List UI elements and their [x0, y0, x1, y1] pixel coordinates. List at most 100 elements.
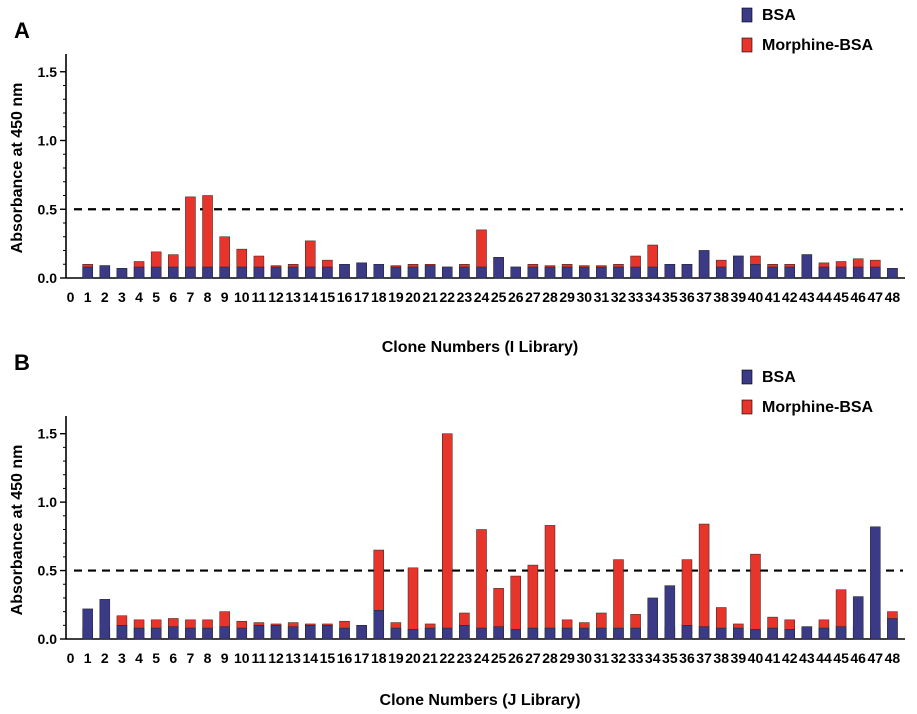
x-tick-label: 23 — [457, 289, 473, 305]
bar-morphine-bsa — [185, 196, 196, 279]
bar-bsa — [870, 266, 881, 279]
x-tick-label: 43 — [799, 289, 815, 305]
bar-bsa — [390, 627, 402, 640]
x-tick-label: 39 — [731, 289, 747, 305]
bar-bsa — [733, 627, 744, 640]
legend-swatch-bsa — [741, 7, 753, 23]
bar-bsa — [596, 627, 607, 640]
x-tick-label: 40 — [748, 650, 764, 666]
bar-bsa — [544, 266, 556, 279]
legend-swatch-morphine — [741, 37, 753, 53]
x-tick-label: 1 — [84, 650, 92, 666]
x-axis-label: Clone Numbers (I Library) — [382, 339, 578, 356]
y-tick-label: 0.0 — [38, 631, 58, 647]
y-tick-label: 1.0 — [38, 494, 58, 510]
x-tick-label: 29 — [559, 650, 575, 666]
x-tick-label: 45 — [833, 289, 849, 305]
bar-bsa — [596, 266, 607, 279]
x-tick-label: 8 — [204, 650, 212, 666]
y-tick-label: 1.5 — [38, 426, 58, 442]
bar-bsa — [715, 266, 727, 279]
x-tick-label: 34 — [645, 289, 661, 305]
y-tick-label: 0.5 — [38, 201, 58, 217]
x-tick-label: 2 — [101, 289, 109, 305]
legend-label-morphine: Morphine-BSA — [762, 37, 874, 54]
bar-morphine-bsa — [476, 529, 487, 640]
bar-morphine-bsa — [407, 567, 419, 640]
x-tick-label: 33 — [628, 289, 644, 305]
bar-bsa — [99, 265, 111, 279]
bar-bsa — [476, 266, 487, 279]
bar-bsa — [493, 257, 504, 279]
bar-bsa — [510, 266, 521, 279]
x-tick-label: 38 — [713, 650, 729, 666]
bar-bsa — [253, 266, 265, 279]
x-tick-label: 30 — [576, 289, 592, 305]
x-tick-label: 9 — [221, 650, 229, 666]
bar-bsa — [510, 629, 521, 640]
x-tick-label: 33 — [628, 650, 644, 666]
bar-bsa — [818, 627, 830, 640]
y-axis-label: Absorbance at 450 nm — [9, 445, 26, 616]
bar-bsa — [613, 627, 624, 640]
x-tick-label: 34 — [645, 650, 661, 666]
x-tick-label: 31 — [594, 650, 610, 666]
bar-bsa — [116, 268, 128, 279]
x-tick-label: 7 — [187, 289, 195, 305]
bar-bsa — [168, 626, 179, 640]
bar-bsa — [424, 627, 436, 640]
x-tick-label: 25 — [491, 650, 507, 666]
bar-bsa — [270, 266, 282, 279]
chart-panel-a: A BSA Morphine-BSA 0.0 0.5 1.0 1.5 Absorbance a… — [9, 7, 905, 356]
x-tick-label: 13 — [285, 650, 301, 666]
x-tick-label: 36 — [679, 289, 695, 305]
x-tick-label: 0 — [67, 289, 75, 305]
x-tick-label: 7 — [187, 650, 195, 666]
bar-bsa — [664, 264, 676, 279]
bar-bsa — [442, 627, 453, 640]
bar-bsa — [887, 268, 898, 279]
bar-bsa — [133, 627, 145, 640]
x-tick-label: 3 — [118, 650, 126, 666]
bar-bsa — [835, 626, 847, 640]
x-tick-label: 23 — [457, 650, 473, 666]
bar-bsa — [168, 266, 179, 279]
x-tick-label: 10 — [234, 289, 250, 305]
x-tick-label: 36 — [679, 650, 695, 666]
bar-bsa — [305, 266, 316, 279]
bar-bsa — [339, 264, 350, 279]
x-tick-label: 21 — [422, 289, 438, 305]
x-tick-label: 4 — [135, 289, 143, 305]
bar-bsa — [664, 585, 676, 640]
bar-bsa — [852, 596, 864, 640]
bar-morphine-bsa — [442, 433, 453, 640]
x-tick-label: 37 — [696, 289, 712, 305]
x-tick-label: 11 — [252, 289, 267, 305]
x-tick-label: 26 — [508, 650, 524, 666]
bar-bsa — [613, 266, 624, 279]
x-tick-label: 38 — [713, 289, 729, 305]
x-tick-label: 47 — [868, 289, 884, 305]
bar-bsa — [578, 627, 590, 640]
bar-bsa — [202, 627, 213, 640]
bar-bsa — [870, 526, 881, 640]
panel-label: B — [14, 350, 30, 375]
legend-swatch-bsa — [741, 369, 753, 385]
x-tick-label: 19 — [388, 289, 404, 305]
x-tick-label: 4 — [135, 650, 143, 666]
bar-bsa — [630, 266, 641, 279]
x-tick-label: 28 — [542, 289, 558, 305]
legend-label-morphine: Morphine-BSA — [762, 399, 874, 416]
x-tick-label: 30 — [576, 650, 592, 666]
legend-swatch-morphine — [741, 399, 753, 415]
bar-bsa — [647, 266, 658, 279]
x-tick-label: 18 — [371, 650, 387, 666]
bar-bsa — [715, 627, 727, 640]
x-tick-label: 37 — [696, 650, 712, 666]
bar-bsa — [767, 627, 778, 640]
x-tick-label: 14 — [302, 650, 318, 666]
x-tick-label: 16 — [337, 289, 353, 305]
bar-bsa — [116, 625, 128, 640]
x-tick-label: 9 — [221, 289, 229, 305]
y-tick-label: 1.0 — [38, 133, 58, 149]
